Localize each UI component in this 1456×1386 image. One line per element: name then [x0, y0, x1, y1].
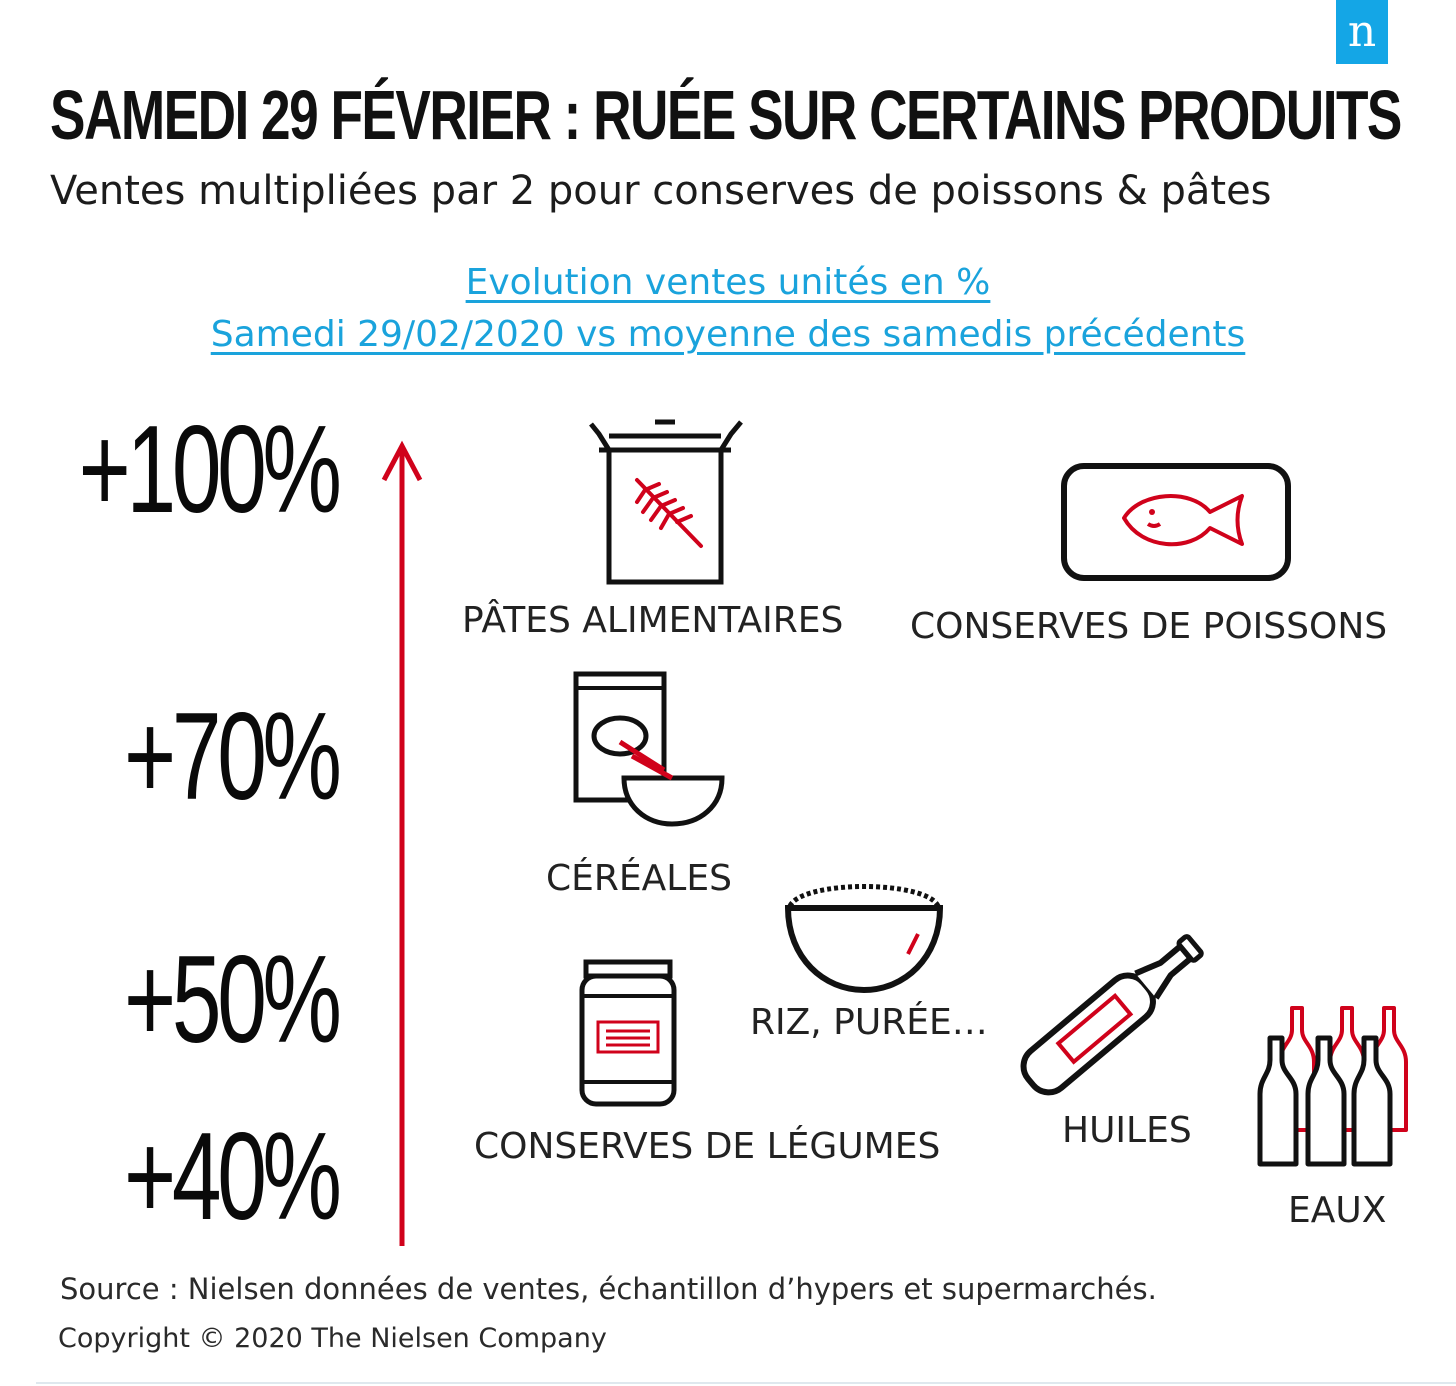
bottom-divider	[36, 1382, 1456, 1384]
level-40-label: +40%	[124, 1108, 342, 1246]
product-label-vegetables: CONSERVES DE LÉGUMES	[474, 1126, 941, 1167]
copyright-note: Copyright © 2020 The Nielsen Company	[58, 1323, 607, 1354]
product-label-rice: RIZ, PURÉE…	[750, 1002, 988, 1043]
oil-bottle-icon	[1020, 934, 1204, 1096]
cereal-box-icon	[573, 671, 725, 827]
product-label-fish: CONSERVES DE POISSONS	[910, 606, 1388, 647]
product-label-cereals: CÉRÉALES	[546, 858, 732, 899]
scale-caption-line1: Evolution ventes unités en %	[465, 262, 991, 303]
water-bottles-icon	[1257, 1006, 1408, 1167]
product-label-pasta: PÂTES ALIMENTAIRES	[462, 600, 844, 641]
scale-caption-line2: Samedi 29/02/2020 vs moyenne des samedis…	[210, 314, 1246, 355]
jar-icon	[579, 959, 677, 1107]
product-label-oils: HUILES	[1062, 1110, 1192, 1151]
pasta-box-icon	[589, 419, 743, 585]
level-100-label: +100%	[79, 401, 342, 539]
level-70-label: +70%	[124, 688, 342, 826]
nielsen-logo: n	[1336, 0, 1388, 64]
page-title: SAMEDI 29 FÉVRIER : RUÉE SUR CERTAINS PR…	[50, 76, 1402, 154]
level-50-label: +50%	[124, 931, 342, 1069]
source-note: Source : Nielsen données de ventes, écha…	[60, 1272, 1157, 1306]
increase-arrow-icon	[381, 440, 423, 1246]
rice-bowl-icon	[784, 884, 944, 994]
page-subtitle: Ventes multipliées par 2 pour conserves …	[50, 168, 1272, 214]
product-label-waters: EAUX	[1288, 1190, 1387, 1231]
fish-can-icon	[1061, 463, 1291, 581]
